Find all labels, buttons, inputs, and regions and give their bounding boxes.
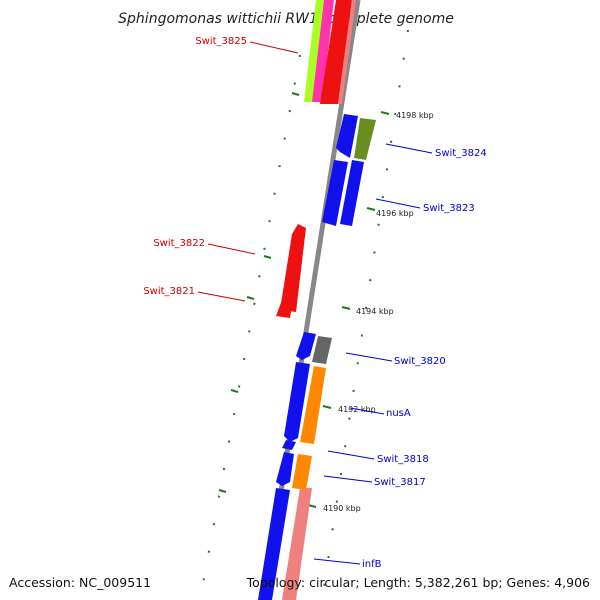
- gene-label-swit-3822: Swit_3822: [153, 238, 205, 249]
- cog-band-orange: [300, 366, 326, 444]
- leader-swit-3817: [323, 475, 373, 483]
- tick-label: 4198 kbp: [396, 111, 434, 120]
- gene-arrow-swit-3822: [280, 224, 306, 312]
- cog-band-gray: [312, 336, 332, 364]
- gene-arrow-swit-3823-a: [322, 160, 348, 226]
- leader-nusa: [349, 407, 385, 415]
- cog-band-orange-2: [292, 454, 312, 490]
- tick-mark: [291, 92, 300, 96]
- gene-arrow-infb: [258, 488, 290, 600]
- gene-arrow-swit-3818: [276, 452, 294, 486]
- gene-label-swit-3821: Swit_3821: [143, 286, 195, 297]
- accession-label: Accession: NC_009511: [9, 575, 151, 590]
- leader-swit-3821: [197, 291, 246, 302]
- cog-band-olive: [354, 118, 376, 160]
- gene-label-swit-3824: Swit_3824: [435, 148, 487, 159]
- leader-swit-3824: [385, 143, 433, 154]
- tick-label: 4190 kbp: [323, 504, 361, 513]
- tick-mark: [322, 405, 332, 409]
- gene-arrow-swit-3823-b: [340, 160, 364, 226]
- cog-band-pink: [312, 0, 334, 102]
- gene-arrow-swit-3820: [296, 332, 316, 360]
- forward-strand-features: [258, 114, 376, 600]
- tick-mark: [366, 207, 376, 211]
- tick-label: 4194 kbp: [356, 307, 394, 316]
- tick-mark: [230, 389, 239, 393]
- cog-band-salmon: [338, 0, 356, 104]
- leader-swit-3822: [207, 243, 256, 255]
- tick-marks: [218, 92, 390, 508]
- tick-mark: [263, 255, 272, 259]
- tick-mark: [246, 296, 255, 300]
- leader-lines: [197, 41, 433, 565]
- gene-arrow-swit-3824: [336, 114, 358, 158]
- gene-label-swit-3825: Swit_3825: [195, 36, 247, 47]
- gene-arrow-swit-3821: [276, 300, 292, 318]
- tick-label: 4196 kbp: [376, 209, 414, 218]
- leader-swit-3825: [249, 41, 299, 54]
- leader-infb: [313, 558, 361, 565]
- cog-band-lime: [304, 0, 326, 102]
- gene-arrow-nusa: [284, 362, 310, 442]
- leader-swit-3818: [327, 450, 375, 460]
- gene-label-infb: infB: [362, 559, 382, 570]
- reverse-strand-features: [276, 0, 356, 600]
- cog-band-salmon-lower: [282, 488, 312, 600]
- gene-arrow-small: [282, 440, 296, 450]
- leader-swit-3823: [375, 198, 421, 209]
- gene-label-nusa: nusA: [386, 408, 411, 419]
- gene-label-swit-3820: Swit_3820: [394, 356, 446, 367]
- map-title: Sphingomonas wittichii RW1, complete gen…: [118, 11, 454, 27]
- tick-mark: [218, 489, 227, 493]
- gene-label-swit-3823: Swit_3823: [423, 203, 475, 214]
- gene-label-swit-3817: Swit_3817: [374, 477, 426, 488]
- tick-mark: [380, 111, 390, 115]
- leader-swit-3820: [345, 352, 393, 362]
- tick-mark: [341, 306, 351, 310]
- gene-arrow-swit-3825: [320, 0, 352, 104]
- gene-label-swit-3818: Swit_3818: [377, 454, 429, 465]
- topology-summary: Topology: circular; Length: 5,382,261 bp…: [246, 575, 590, 590]
